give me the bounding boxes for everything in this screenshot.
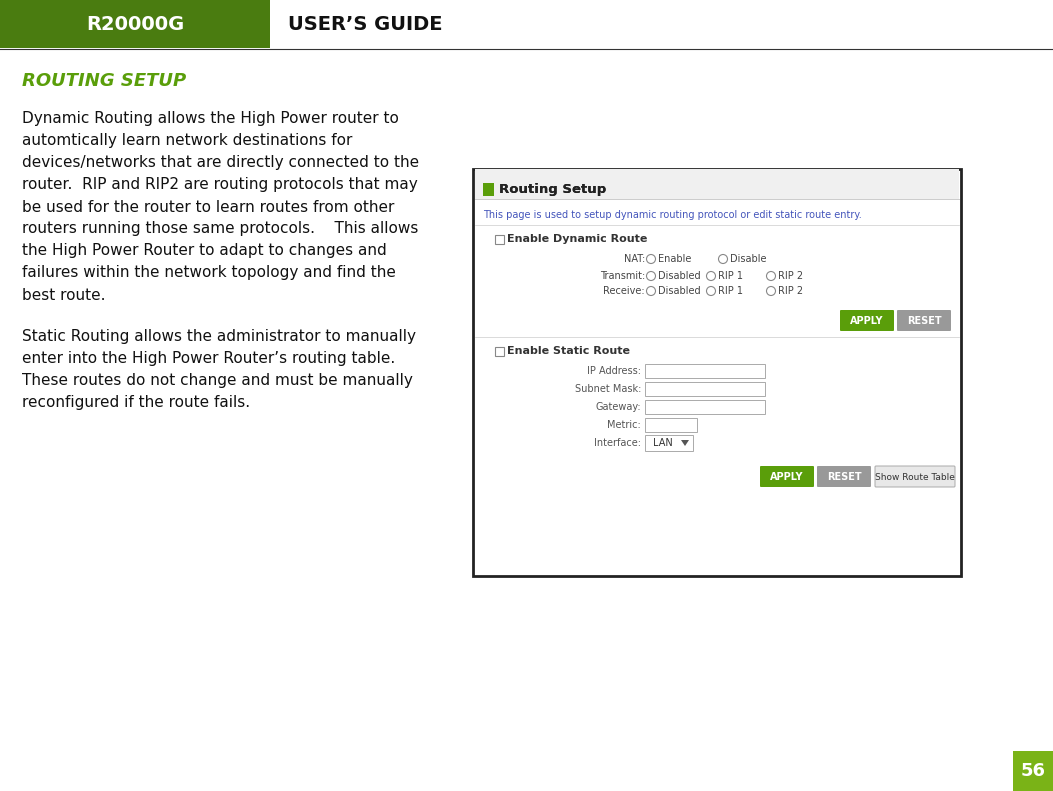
Text: best route.: best route. [22,287,105,302]
FancyBboxPatch shape [760,466,814,487]
Text: reconfigured if the route fails.: reconfigured if the route fails. [22,396,251,411]
Bar [475,169,959,199]
Circle shape [647,271,656,281]
Text: Disable: Disable [730,254,767,264]
Text: ROUTING SETUP: ROUTING SETUP [22,72,186,90]
Text: RESET: RESET [907,316,941,326]
Circle shape [718,255,728,263]
Polygon shape [681,440,689,446]
Text: RIP 2: RIP 2 [778,286,803,296]
Circle shape [767,286,775,296]
Bar [645,364,764,378]
Text: These routes do not change and must be manually: These routes do not change and must be m… [22,373,413,388]
Text: 56: 56 [1020,762,1046,780]
Text: Show Route Table: Show Route Table [875,472,955,482]
FancyBboxPatch shape [817,466,871,487]
Text: USER’S GUIDE: USER’S GUIDE [289,14,442,33]
Text: enter into the High Power Router’s routing table.: enter into the High Power Router’s routi… [22,351,395,366]
Text: be used for the router to learn routes from other: be used for the router to learn routes f… [22,199,395,214]
Bar [1013,751,1053,791]
Circle shape [707,271,715,281]
Text: RIP 1: RIP 1 [718,271,743,281]
Bar [0,0,1053,48]
Text: APPLY: APPLY [850,316,883,326]
Text: RIP 2: RIP 2 [778,271,803,281]
Text: Interface:: Interface: [594,438,641,448]
Text: LAN: LAN [653,438,673,448]
Text: Enable Dynamic Route: Enable Dynamic Route [506,234,648,244]
Text: Enable: Enable [658,254,692,264]
Text: the High Power Router to adapt to changes and: the High Power Router to adapt to change… [22,244,386,259]
Text: NAT:: NAT: [623,254,645,264]
Text: Dynamic Routing allows the High Power router to: Dynamic Routing allows the High Power ro… [22,112,399,127]
Text: Gateway:: Gateway: [595,402,641,412]
FancyBboxPatch shape [875,466,955,487]
Text: Static Routing allows the administrator to manually: Static Routing allows the administrator … [22,330,416,345]
Text: automtically learn network destinations for: automtically learn network destinations … [22,134,353,149]
Circle shape [647,255,656,263]
Circle shape [707,286,715,296]
Text: R20000G: R20000G [86,14,184,33]
Text: failures within the network topology and find the: failures within the network topology and… [22,266,396,281]
Circle shape [767,271,775,281]
Text: Metric:: Metric: [608,420,641,430]
FancyBboxPatch shape [897,310,951,331]
Bar [483,183,494,195]
Text: APPLY: APPLY [770,472,803,482]
Text: Routing Setup: Routing Setup [499,183,607,195]
Text: Disabled: Disabled [658,271,700,281]
Text: Transmit:: Transmit: [600,271,645,281]
Bar [473,169,961,576]
Text: router.  RIP and RIP2 are routing protocols that may: router. RIP and RIP2 are routing protoco… [22,177,418,192]
Bar [645,435,693,451]
Text: RIP 1: RIP 1 [718,286,743,296]
Text: Disabled: Disabled [658,286,700,296]
Bar [645,418,697,432]
Text: devices/networks that are directly connected to the: devices/networks that are directly conne… [22,156,419,171]
Text: Receive:: Receive: [603,286,645,296]
Text: This page is used to setup dynamic routing protocol or edit static route entry.: This page is used to setup dynamic routi… [483,210,861,220]
Text: Routing Setup: Routing Setup [499,183,607,195]
Text: Subnet Mask:: Subnet Mask: [575,384,641,394]
Text: routers running those same protocols.    This allows: routers running those same protocols. Th… [22,221,418,237]
Text: IP Address:: IP Address: [587,366,641,376]
Bar [645,400,764,414]
Bar [495,347,504,356]
Text: RESET: RESET [827,472,861,482]
Bar [645,382,764,396]
Bar [0,0,270,48]
Bar [483,183,494,195]
Bar [495,235,504,244]
Text: Enable Static Route: Enable Static Route [506,346,630,356]
Circle shape [647,286,656,296]
FancyBboxPatch shape [840,310,894,331]
